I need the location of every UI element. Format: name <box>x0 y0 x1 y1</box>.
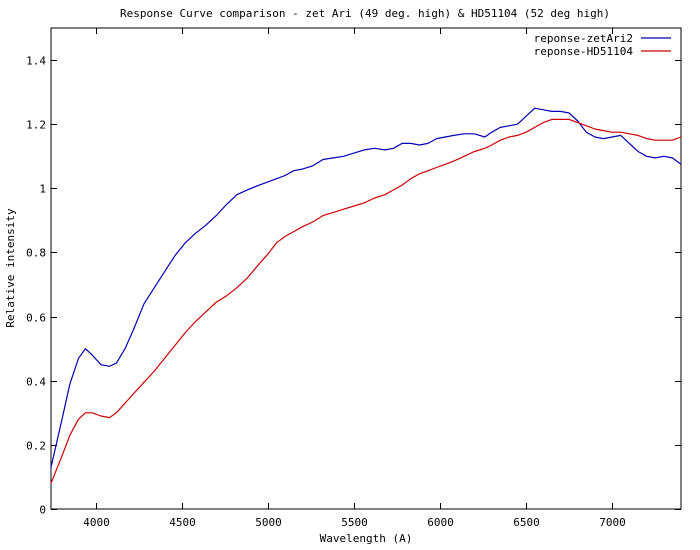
x-tick-label: 4000 <box>83 516 110 529</box>
x-axis-label: Wavelength (A) <box>320 532 413 545</box>
y-tick-label: 0.2 <box>26 440 46 453</box>
y-axis-ticks: 0 0.2 0.4 0.6 0.8 1 1.2 1.4 <box>26 55 681 517</box>
x-axis-ticks: 4000 4500 5000 5500 6000 6500 7000 <box>83 28 626 529</box>
x-tick-label: 6500 <box>513 516 540 529</box>
series-line-reponse-zetari2 <box>50 107 682 468</box>
y-tick-label: 1.4 <box>26 55 46 68</box>
x-tick-label: 4500 <box>169 516 196 529</box>
y-tick-label: 1 <box>39 183 46 196</box>
legend-label: reponse-HD51104 <box>534 45 634 58</box>
y-tick-label: 0.8 <box>26 247 46 260</box>
x-tick-label: 5000 <box>255 516 282 529</box>
x-tick-label: 7000 <box>599 516 626 529</box>
plot-area: 4000 4500 5000 5500 6000 6500 7000 00.20.40.60… <box>26 27 682 529</box>
plot-frame <box>50 27 682 510</box>
series-layer <box>50 107 682 484</box>
y-tick-label: 0 <box>39 504 46 517</box>
x-tick-label: 6000 <box>427 516 454 529</box>
legend-label: reponse-zetAri2 <box>534 32 633 45</box>
y-axis-label: Relative intensity <box>4 208 17 328</box>
y-tick-label: 0.4 <box>26 376 46 389</box>
y-tick-label: 0.6 <box>26 312 46 325</box>
series-line-reponse-hd51104 <box>50 118 682 484</box>
x-tick-label: 5500 <box>341 516 368 529</box>
chart-title: Response Curve comparison - zet Ari (49 … <box>120 7 610 20</box>
y-tick-label: 1.2 <box>26 119 46 132</box>
